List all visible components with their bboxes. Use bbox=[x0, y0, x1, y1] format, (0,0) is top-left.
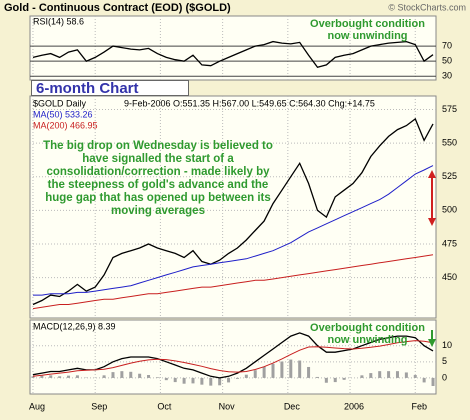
histogram-bar bbox=[129, 371, 133, 378]
rsi-annotation: Overbought condition now unwinding bbox=[310, 18, 425, 42]
y-tick-label: 475 bbox=[442, 238, 457, 248]
legend-entry: $GOLD Daily bbox=[33, 98, 87, 108]
histogram-bar bbox=[315, 376, 319, 378]
histogram-bar bbox=[191, 377, 195, 384]
histogram-bar bbox=[40, 375, 44, 378]
y-tick-label: 30 bbox=[442, 71, 452, 81]
histogram-bar bbox=[147, 375, 151, 378]
panel bbox=[29, 15, 437, 81]
series-line bbox=[32, 40, 434, 68]
legend-entry: MA(200) 466.95 bbox=[33, 120, 98, 130]
histogram-bar bbox=[431, 377, 435, 386]
histogram-bar bbox=[262, 366, 266, 378]
histogram-bar bbox=[342, 377, 346, 380]
histogram-bar bbox=[218, 377, 222, 386]
chart-title: Gold - Continuous Contract (EOD) ($GOLD) bbox=[4, 2, 231, 14]
histogram-bar bbox=[378, 371, 382, 378]
histogram-bar bbox=[138, 373, 142, 378]
histogram-bar bbox=[200, 377, 204, 385]
green-arrow-head bbox=[428, 339, 436, 347]
histogram-bar bbox=[155, 377, 159, 378]
series-line bbox=[32, 340, 434, 377]
histogram-bar bbox=[369, 373, 373, 378]
histogram-bar bbox=[387, 371, 391, 378]
histogram-bar bbox=[111, 372, 115, 378]
y-tick-label: 450 bbox=[442, 272, 457, 282]
histogram-bar bbox=[182, 377, 186, 384]
histogram-bar bbox=[235, 377, 239, 379]
y-tick-label: 5 bbox=[442, 356, 447, 366]
series-line bbox=[33, 165, 434, 296]
y-tick-label: 10 bbox=[442, 340, 452, 350]
legend-entry: RSI(14) 58.6 bbox=[33, 16, 84, 26]
macd-annotation: Overbought condition now unwinding bbox=[310, 322, 425, 346]
histogram-bar bbox=[120, 371, 124, 378]
x-tick-label: Sep bbox=[91, 401, 107, 411]
panel bbox=[29, 319, 437, 395]
series-line bbox=[32, 117, 434, 306]
y-tick-label: 0 bbox=[442, 372, 447, 382]
histogram-bar bbox=[102, 375, 106, 378]
x-tick-label: Dec bbox=[284, 401, 301, 411]
histogram-bar bbox=[164, 377, 168, 381]
histogram-bar bbox=[227, 377, 231, 383]
histogram-bar bbox=[404, 372, 408, 378]
legend-entry: MA(50) 533.26 bbox=[33, 109, 93, 119]
histogram-bar bbox=[67, 375, 71, 378]
chart-label: 6-month Chart bbox=[31, 80, 189, 97]
legend-entry: MACD(12,26,9) 8.39 bbox=[33, 321, 116, 331]
x-tick-label: Aug bbox=[29, 401, 45, 411]
histogram-bar bbox=[307, 366, 311, 378]
panel bbox=[29, 95, 437, 319]
series-line bbox=[32, 332, 434, 379]
histogram-bar bbox=[422, 377, 426, 383]
histogram-bar bbox=[280, 361, 284, 378]
series-line bbox=[32, 254, 434, 310]
histogram-bar bbox=[58, 376, 62, 378]
y-tick-label: 550 bbox=[442, 137, 457, 147]
x-tick-label: Oct bbox=[157, 401, 172, 411]
histogram-bar bbox=[244, 374, 248, 378]
histogram-bar bbox=[298, 360, 302, 378]
histogram-bar bbox=[209, 377, 213, 386]
histogram-bar bbox=[253, 370, 257, 378]
y-tick-label: 500 bbox=[442, 205, 457, 215]
histogram-bar bbox=[271, 363, 275, 378]
histogram-bar bbox=[360, 375, 364, 378]
y-tick-label: 575 bbox=[442, 104, 457, 114]
histogram-bar bbox=[333, 377, 337, 383]
histogram-bar bbox=[31, 376, 35, 378]
histogram-bar bbox=[173, 377, 177, 383]
quote: 9-Feb-2006 O:551.35 H:567.00 L:549.65 C:… bbox=[124, 98, 375, 108]
y-tick-label: 525 bbox=[442, 171, 457, 181]
histogram-bar bbox=[75, 375, 79, 378]
histogram-bar bbox=[413, 375, 417, 378]
x-tick-label: Feb bbox=[411, 401, 427, 411]
y-tick-label: 50 bbox=[442, 56, 452, 66]
x-tick-label: Nov bbox=[219, 401, 236, 411]
histogram-bar bbox=[324, 377, 328, 383]
source: © StockCharts.com bbox=[388, 2, 466, 12]
price-annotation: The big drop on Wednesday is believed to… bbox=[43, 140, 273, 217]
y-tick-label: 70 bbox=[442, 40, 452, 50]
x-tick-label: 2006 bbox=[344, 401, 364, 411]
histogram-bar bbox=[395, 371, 399, 378]
histogram-bar bbox=[289, 359, 293, 378]
histogram-bar bbox=[49, 375, 53, 378]
